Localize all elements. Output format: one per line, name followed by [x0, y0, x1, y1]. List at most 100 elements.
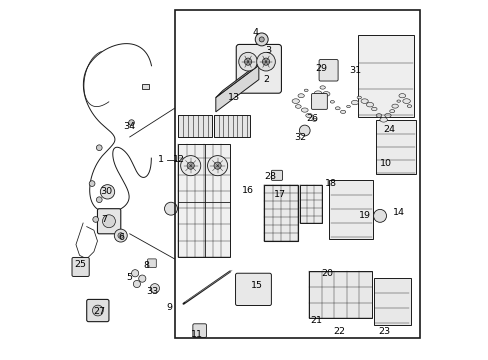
Text: 13: 13	[227, 93, 239, 102]
Text: 18: 18	[324, 179, 336, 188]
Ellipse shape	[302, 88, 309, 93]
Ellipse shape	[319, 85, 325, 90]
Ellipse shape	[400, 95, 404, 97]
Bar	[308, 271, 371, 318]
Text: 5: 5	[126, 273, 132, 282]
Text: 14: 14	[392, 208, 404, 217]
Ellipse shape	[376, 114, 381, 117]
Ellipse shape	[314, 102, 321, 106]
Bar	[178, 116, 212, 137]
Text: 4: 4	[252, 28, 258, 37]
Ellipse shape	[351, 101, 357, 104]
Circle shape	[214, 162, 221, 169]
Ellipse shape	[395, 100, 400, 103]
FancyBboxPatch shape	[235, 273, 271, 306]
Text: 20: 20	[320, 269, 332, 278]
Text: 23: 23	[378, 327, 389, 336]
Text: 2: 2	[263, 75, 268, 84]
Text: 15: 15	[250, 281, 263, 290]
Bar	[214, 116, 249, 137]
Ellipse shape	[312, 97, 318, 101]
FancyBboxPatch shape	[147, 259, 156, 267]
Circle shape	[207, 156, 227, 176]
Text: 3: 3	[264, 46, 270, 55]
Circle shape	[96, 197, 102, 203]
Ellipse shape	[322, 91, 329, 96]
FancyBboxPatch shape	[271, 170, 282, 180]
Polygon shape	[178, 144, 230, 257]
Ellipse shape	[294, 104, 302, 109]
FancyBboxPatch shape	[236, 44, 281, 93]
Ellipse shape	[389, 110, 393, 112]
Ellipse shape	[404, 100, 408, 103]
Circle shape	[262, 58, 269, 65]
Text: 21: 21	[309, 316, 322, 325]
FancyBboxPatch shape	[86, 300, 109, 321]
Circle shape	[118, 233, 123, 238]
Ellipse shape	[329, 100, 335, 104]
Circle shape	[93, 217, 99, 222]
Text: 31: 31	[348, 66, 360, 75]
Ellipse shape	[362, 100, 366, 102]
Bar	[142, 84, 148, 89]
Circle shape	[150, 284, 159, 293]
Text: 26: 26	[306, 114, 318, 123]
FancyBboxPatch shape	[97, 209, 121, 234]
Ellipse shape	[312, 118, 316, 121]
Polygon shape	[215, 58, 265, 98]
Text: 19: 19	[358, 211, 370, 220]
Ellipse shape	[407, 105, 411, 108]
Circle shape	[128, 120, 134, 126]
Circle shape	[259, 37, 264, 42]
Text: 6: 6	[118, 233, 124, 242]
Ellipse shape	[334, 106, 340, 110]
Text: 28: 28	[264, 172, 276, 181]
Text: 17: 17	[274, 190, 286, 199]
Ellipse shape	[370, 107, 377, 111]
Circle shape	[100, 185, 115, 199]
Circle shape	[256, 52, 275, 71]
FancyBboxPatch shape	[373, 278, 410, 324]
Circle shape	[89, 181, 95, 186]
Circle shape	[187, 162, 194, 169]
Text: 27: 27	[93, 307, 105, 316]
Bar	[300, 185, 321, 223]
Text: 11: 11	[191, 330, 203, 339]
Circle shape	[373, 210, 386, 222]
Ellipse shape	[301, 108, 307, 112]
Text: 7: 7	[102, 215, 107, 224]
Text: 9: 9	[166, 303, 172, 312]
Circle shape	[139, 275, 145, 282]
FancyBboxPatch shape	[311, 94, 326, 109]
Text: 16: 16	[242, 186, 254, 195]
Circle shape	[164, 202, 177, 215]
FancyBboxPatch shape	[319, 59, 337, 81]
Ellipse shape	[380, 118, 386, 122]
Circle shape	[96, 145, 102, 150]
Ellipse shape	[385, 114, 390, 117]
Ellipse shape	[355, 95, 362, 99]
Ellipse shape	[315, 92, 320, 95]
Text: 33: 33	[145, 287, 158, 296]
Circle shape	[180, 156, 201, 176]
Ellipse shape	[390, 104, 398, 108]
Circle shape	[244, 58, 251, 65]
Circle shape	[131, 270, 139, 277]
Circle shape	[255, 33, 267, 46]
Ellipse shape	[346, 105, 350, 108]
Circle shape	[92, 305, 103, 316]
FancyBboxPatch shape	[72, 257, 89, 276]
Circle shape	[133, 280, 140, 288]
FancyBboxPatch shape	[357, 36, 413, 117]
Ellipse shape	[305, 114, 311, 117]
Bar	[264, 185, 298, 241]
Circle shape	[299, 125, 309, 136]
Circle shape	[114, 229, 127, 242]
Ellipse shape	[291, 99, 299, 104]
Text: 1: 1	[158, 156, 164, 165]
Text: 25: 25	[74, 260, 86, 269]
Polygon shape	[215, 65, 258, 112]
Text: 32: 32	[294, 133, 306, 142]
Circle shape	[238, 52, 257, 71]
Text: 29: 29	[315, 64, 327, 73]
